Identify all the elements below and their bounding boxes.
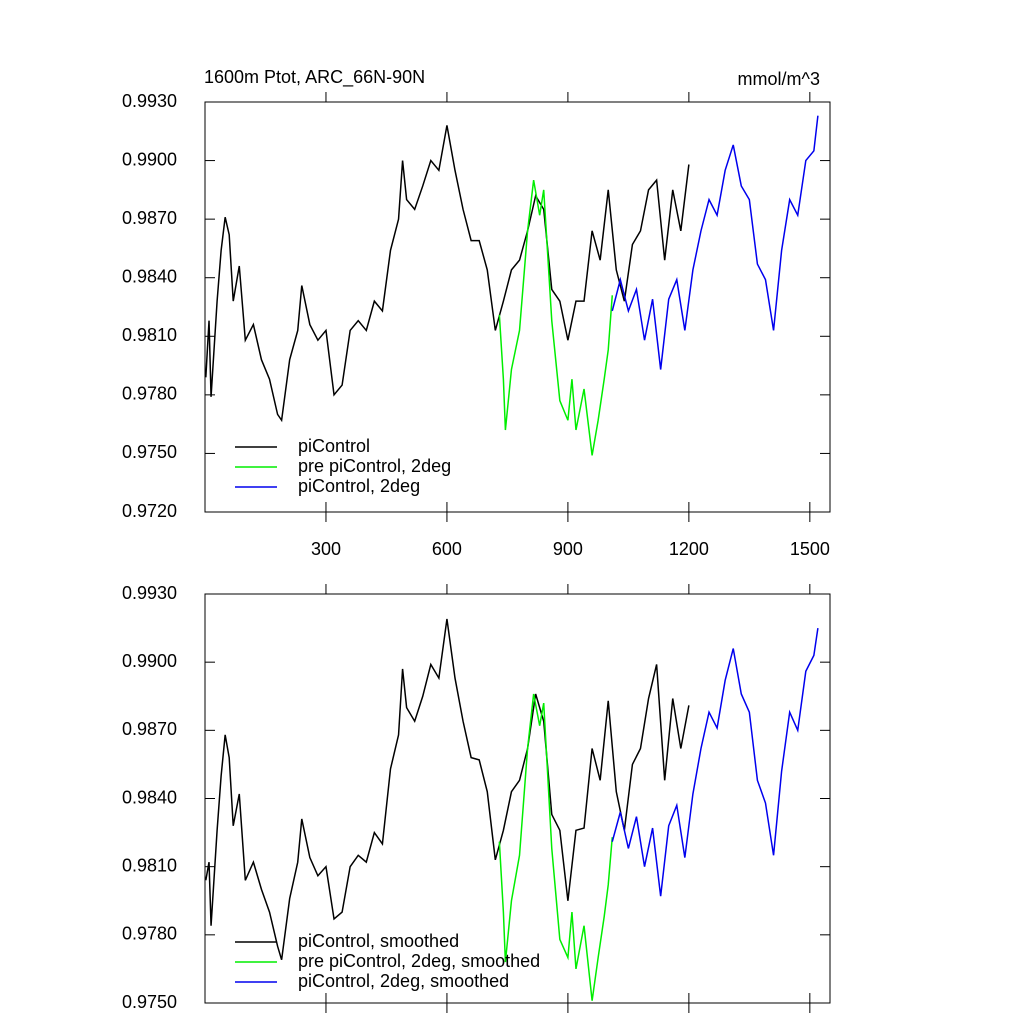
units-label: mmol/m^3 xyxy=(738,69,820,89)
legend-label: pre piControl, 2deg, smoothed xyxy=(298,951,540,971)
x-tick-label: 600 xyxy=(432,539,462,559)
y-tick-label: 0.9750 xyxy=(122,992,177,1012)
y-tick-label: 0.9810 xyxy=(122,325,177,345)
x-tick-label: 1200 xyxy=(669,539,709,559)
y-tick-label: 0.9870 xyxy=(122,208,177,228)
y-tick-label: 0.9870 xyxy=(122,719,177,739)
legend-label: pre piControl, 2deg xyxy=(298,456,451,476)
y-tick-label: 0.9780 xyxy=(122,924,177,944)
series-line xyxy=(205,125,690,423)
chart-title: 1600m Ptot, ARC_66N-90N xyxy=(204,67,425,88)
y-tick-label: 0.9750 xyxy=(122,442,177,462)
legend-label: piControl, 2deg, smoothed xyxy=(298,971,509,991)
x-tick-label: 1500 xyxy=(790,539,830,559)
series-line xyxy=(498,179,614,456)
x-tick-label: 900 xyxy=(553,539,583,559)
legend-label: piControl, smoothed xyxy=(298,931,459,951)
series-line xyxy=(611,115,819,370)
series-line xyxy=(205,618,690,961)
x-tick-label: 300 xyxy=(311,539,341,559)
y-tick-label: 0.9930 xyxy=(122,91,177,111)
y-tick-label: 0.9930 xyxy=(122,583,177,603)
y-tick-label: 0.9810 xyxy=(122,855,177,875)
series-line xyxy=(498,693,614,1001)
plot-frame xyxy=(204,101,831,513)
y-tick-label: 0.9720 xyxy=(122,501,177,521)
y-tick-label: 0.9900 xyxy=(122,149,177,169)
series-line xyxy=(611,627,819,897)
y-tick-label: 0.9780 xyxy=(122,384,177,404)
y-tick-label: 0.9840 xyxy=(122,266,177,286)
legend-label: piControl, 2deg xyxy=(298,476,420,496)
y-tick-label: 0.9900 xyxy=(122,651,177,671)
legend-label: piControl xyxy=(298,436,370,456)
y-tick-label: 0.9840 xyxy=(122,787,177,807)
